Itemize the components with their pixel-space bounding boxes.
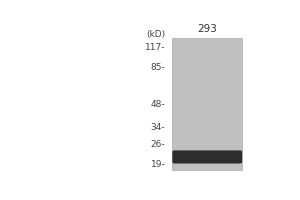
- Text: 293: 293: [197, 24, 217, 34]
- FancyBboxPatch shape: [172, 150, 242, 164]
- Text: 48-: 48-: [151, 100, 165, 109]
- Bar: [172, 38, 242, 170]
- Text: 26-: 26-: [151, 140, 165, 149]
- Text: 85-: 85-: [151, 63, 165, 72]
- Text: 117-: 117-: [145, 43, 165, 52]
- Text: 19-: 19-: [151, 160, 165, 169]
- Text: (kD): (kD): [146, 30, 165, 39]
- Text: 34-: 34-: [151, 123, 165, 132]
